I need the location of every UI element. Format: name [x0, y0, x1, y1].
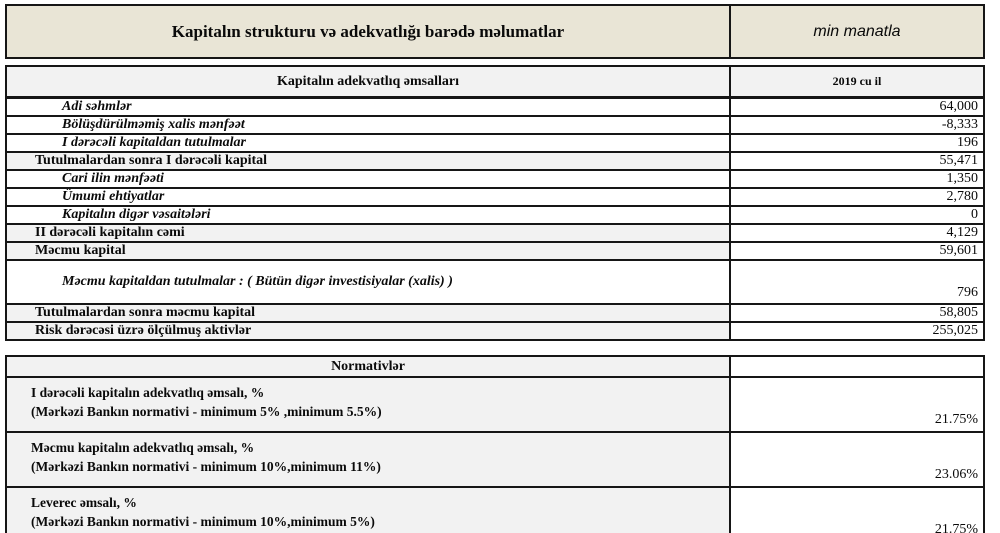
table-row: Kapitalın digər vəsaitələri 0 — [5, 205, 985, 225]
table-row: Adi səhmlər 64,000 — [5, 96, 985, 117]
capital-adequacy-table: Kapitalın adekvatlıq əmsalları 2019 cu i… — [5, 65, 985, 341]
table-row: Bölüşdürülməmiş xalis mənfəət -8,333 — [5, 115, 985, 135]
normative-value: 21.75% — [729, 486, 985, 533]
row-value: 0 — [729, 205, 985, 225]
title-banner: Kapitalın strukturu və adekvatlığı barəd… — [5, 4, 985, 59]
table-row-total: Məcmu kapital 59,601 — [5, 241, 985, 261]
table-row-deduction: Məcmu kapitaldan tutulmalar : ( Bütün di… — [5, 259, 985, 305]
normative-name: Məcmu kapitalın adekvatlıq əmsalı, % — [31, 440, 255, 455]
normative-name: I dərəcəli kapitalın adekvatlıq əmsalı, … — [31, 385, 265, 400]
normative-requirement: (Mərkəzi Bankın normativi - minimum 5% ,… — [31, 404, 382, 419]
row-value: -8,333 — [729, 115, 985, 135]
normatives-header: Normativlər — [5, 355, 731, 378]
row-label: II dərəcəli kapitalın cəmi — [5, 223, 731, 243]
report-title: Kapitalın strukturu və adekvatlığı barəd… — [5, 4, 731, 59]
row-label: Tutulmalardan sonra məcmu kapital — [5, 303, 731, 323]
normative-label: Məcmu kapitalın adekvatlıq əmsalı, % (Mə… — [5, 431, 731, 488]
row-label: Cari ilin mənfəəti — [5, 169, 731, 189]
table-row-total: Tutulmalardan sonra I dərəcəli kapital 5… — [5, 151, 985, 171]
normative-label: I dərəcəli kapitalın adekvatlıq əmsalı, … — [5, 376, 731, 433]
normatives-header-row: Normativlər — [5, 355, 985, 378]
row-label: Ümumi ehtiyatlar — [5, 187, 731, 207]
normative-value: 23.06% — [729, 431, 985, 488]
row-value: 2,780 — [729, 187, 985, 207]
table-row-total: Risk dərəcəsi üzrə ölçülmuş aktivlər 255… — [5, 321, 985, 341]
capital-table-header: Kapitalın adekvatlıq əmsalları — [5, 65, 731, 99]
normative-requirement: (Mərkəzi Bankın normativi - minimum 10%,… — [31, 459, 381, 474]
row-value: 59,601 — [729, 241, 985, 261]
normative-row: Leverec əmsalı, % (Mərkəzi Bankın normat… — [5, 486, 985, 533]
table-row: Cari ilin mənfəəti 1,350 — [5, 169, 985, 189]
table-row-total: II dərəcəli kapitalın cəmi 4,129 — [5, 223, 985, 243]
row-value: 64,000 — [729, 96, 985, 117]
row-label: Tutulmalardan sonra I dərəcəli kapital — [5, 151, 731, 171]
row-label: Bölüşdürülməmiş xalis mənfəət — [5, 115, 731, 135]
unit-label: min manatla — [729, 4, 985, 59]
row-value: 1,350 — [729, 169, 985, 189]
banner-row: Kapitalın strukturu və adekvatlığı barəd… — [5, 4, 985, 59]
normative-value: 21.75% — [729, 376, 985, 433]
normative-row: Məcmu kapitalın adekvatlıq əmsalı, % (Mə… — [5, 431, 985, 488]
table-row: I dərəcəli kapitaldan tutulmalar 196 — [5, 133, 985, 153]
row-label: Məcmu kapitaldan tutulmalar : ( Bütün di… — [5, 259, 731, 305]
row-label: Risk dərəcəsi üzrə ölçülmuş aktivlər — [5, 321, 731, 341]
row-value: 58,805 — [729, 303, 985, 323]
normatives-header-empty-cell — [729, 355, 985, 378]
table-row-total: Tutulmalardan sonra məcmu kapital 58,805 — [5, 303, 985, 323]
row-value: 196 — [729, 133, 985, 153]
row-value: 4,129 — [729, 223, 985, 243]
row-label: I dərəcəli kapitaldan tutulmalar — [5, 133, 731, 153]
normative-row: I dərəcəli kapitalın adekvatlıq əmsalı, … — [5, 376, 985, 433]
normatives-table: Normativlər I dərəcəli kapitalın adekvat… — [5, 355, 985, 533]
row-value: 796 — [729, 259, 985, 305]
row-value: 255,025 — [729, 321, 985, 341]
year-header: 2019 cu il — [729, 65, 985, 99]
row-value: 55,471 — [729, 151, 985, 171]
row-label: Məcmu kapital — [5, 241, 731, 261]
normative-requirement: (Mərkəzi Bankın normativi - minimum 10%,… — [31, 514, 375, 529]
capital-table-header-row: Kapitalın adekvatlıq əmsalları 2019 cu i… — [5, 65, 985, 99]
normative-label: Leverec əmsalı, % (Mərkəzi Bankın normat… — [5, 486, 731, 533]
row-label: Adi səhmlər — [5, 96, 731, 117]
normative-name: Leverec əmsalı, % — [31, 495, 137, 510]
table-row: Ümumi ehtiyatlar 2,780 — [5, 187, 985, 207]
row-label: Kapitalın digər vəsaitələri — [5, 205, 731, 225]
